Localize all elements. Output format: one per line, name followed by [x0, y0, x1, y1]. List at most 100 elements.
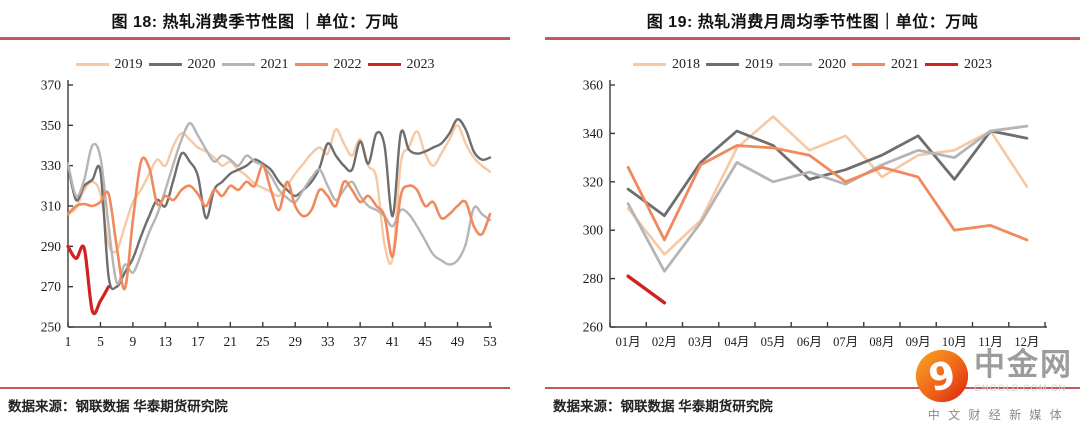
legend-item-2021: 2021 [221, 57, 289, 73]
series-2021 [626, 143, 1029, 241]
svg-text:09月: 09月 [906, 335, 931, 349]
svg-text:290: 290 [41, 238, 62, 253]
svg-text:07月: 07月 [833, 335, 858, 349]
seasonality-chart-weekly: 250 270 290 310 330 350 370 1 5 9 13 17 21 25 29 33 37 41… [41, 77, 497, 349]
svg-text:310: 310 [41, 198, 62, 213]
svg-text:53: 53 [483, 334, 497, 349]
svg-text:360: 360 [583, 77, 604, 92]
figure-18-title: 图 18: 热轧消费季节性图 ｜单位：万吨 [111, 14, 399, 31]
series-2022 [66, 156, 492, 290]
svg-text:45: 45 [418, 334, 432, 349]
legend-line-swatch [925, 62, 958, 67]
legend-line-swatch [148, 63, 182, 66]
cngold-logo-top: 9 中金网 CNGOLD.COM.CN [914, 348, 1078, 404]
svg-text:21: 21 [224, 334, 238, 349]
svg-text:300: 300 [583, 222, 604, 237]
legend-item-2020: 2020 [148, 56, 216, 73]
legend-item-2023: 2023 [925, 57, 992, 73]
series-2021 [66, 121, 492, 285]
legend-item-2019: 2019 [706, 57, 773, 73]
svg-text:29: 29 [288, 334, 302, 349]
legend-line-swatch [221, 63, 255, 66]
figure-19-title: 图 19: 热轧消费月周均季节性图｜单位：万吨 [646, 14, 979, 31]
svg-text:33: 33 [321, 334, 335, 349]
legend-item-2020: 2020 [779, 57, 846, 73]
cngold-logo-text: 中金网 CNGOLD.COM.CN [974, 349, 1073, 395]
seasonality-chart-monthly: 260 280 300 320 340 360 01月 02月 03月 04月 05月 06月 07月 0… [583, 77, 1047, 349]
legend-label: 2021 [891, 56, 919, 72]
figure-19: 图 19: 热轧消费月周均季节性图｜单位：万吨 2018 2019 2020 2021… [545, 0, 1080, 415]
figure-18-footer-rule [0, 386, 510, 389]
svg-text:02月: 02月 [652, 335, 677, 349]
figure-18-legend: 2019 2020 2021 2022 2023 [0, 57, 510, 73]
svg-text:49: 49 [451, 334, 465, 349]
svg-text:340: 340 [583, 125, 604, 140]
series-2020 [66, 117, 492, 290]
svg-text:5: 5 [97, 334, 104, 349]
legend-line-swatch [779, 63, 812, 66]
svg-text:04月: 04月 [724, 335, 749, 349]
figure-19-source: 数据来源：钢联数据 华泰期货研究院 [553, 398, 773, 414]
svg-text:370: 370 [41, 77, 62, 92]
svg-text:03月: 03月 [688, 335, 713, 349]
svg-text:01月: 01月 [616, 335, 641, 349]
legend-line-swatch [633, 63, 666, 66]
series-2019 [66, 123, 492, 265]
figure-18: 图 18: 热轧消费季节性图 ｜单位：万吨 2019 2020 2021 2022 20… [0, 0, 510, 415]
svg-text:320: 320 [583, 174, 604, 189]
axis-labels: 250 270 290 310 330 350 370 1 5 9 13 17 21 25 29 33 37 41… [41, 77, 497, 349]
figure-19-title-rule [545, 37, 1080, 40]
cngold-logo-tagline: 中 文 财 经 新 媒 体 [927, 408, 1065, 422]
svg-text:37: 37 [353, 334, 367, 349]
legend-item-2022: 2022 [294, 56, 362, 73]
legend-line-swatch [852, 63, 885, 66]
legend-label: 2019 [745, 56, 773, 72]
figure-18-header: 图 18: 热轧消费季节性图 ｜单位：万吨 [0, 0, 510, 40]
legend-item-2019: 2019 [75, 56, 143, 73]
series-2023 [626, 274, 667, 304]
svg-text:330: 330 [41, 158, 62, 173]
svg-text:25: 25 [256, 334, 270, 349]
legend-label: 2020 [818, 56, 846, 72]
legend-item-2023: 2023 [367, 56, 435, 73]
legend-label: 2018 [672, 56, 700, 72]
svg-text:05月: 05月 [761, 335, 786, 349]
axes [67, 79, 492, 328]
legend-line-swatch [367, 62, 401, 67]
legend-label: 2020 [187, 56, 216, 72]
svg-text:350: 350 [41, 117, 62, 132]
svg-text:270: 270 [41, 279, 62, 294]
svg-text:1: 1 [65, 334, 72, 349]
svg-text:13: 13 [159, 334, 173, 349]
legend-label: 2023 [406, 56, 435, 72]
series-2020 [626, 124, 1029, 273]
svg-text:17: 17 [191, 334, 205, 349]
svg-text:12月: 12月 [1014, 335, 1039, 349]
cngold-logo-domain: CNGOLD.COM.CN [974, 383, 1067, 394]
figure-19-header: 图 19: 热轧消费月周均季节性图｜单位：万吨 [545, 0, 1080, 40]
legend-line-swatch [294, 63, 328, 66]
svg-text:41: 41 [386, 334, 400, 349]
legend-item-2018: 2018 [633, 57, 700, 73]
svg-text:10月: 10月 [942, 335, 967, 349]
legend-line-swatch [75, 63, 109, 66]
legend-label: 2019 [114, 56, 143, 72]
legend-line-swatch [706, 63, 739, 66]
svg-text:9: 9 [130, 334, 137, 349]
svg-text:250: 250 [41, 319, 62, 334]
series-2023 [66, 244, 111, 315]
swirl-9-icon: 9 [915, 349, 969, 403]
series-2018 [626, 114, 1029, 256]
figure-18-title-rule [0, 37, 510, 40]
svg-text:280: 280 [583, 271, 604, 286]
axes [609, 79, 1047, 328]
series-2019 [626, 129, 1029, 217]
figure-19-legend: 2018 2019 2020 2021 2023 [545, 57, 1080, 73]
svg-text:08月: 08月 [869, 335, 894, 349]
legend-label: 2022 [333, 56, 362, 72]
figure-19-footer-rule [545, 386, 1080, 389]
svg-text:11月: 11月 [978, 335, 1003, 349]
legend-label: 2023 [964, 56, 992, 72]
svg-text:260: 260 [583, 319, 604, 334]
